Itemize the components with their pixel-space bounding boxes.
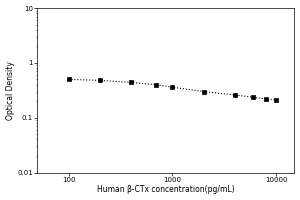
X-axis label: Human β-CTx concentration(pg/mL): Human β-CTx concentration(pg/mL): [97, 185, 235, 194]
Y-axis label: Optical Density: Optical Density: [6, 61, 15, 120]
